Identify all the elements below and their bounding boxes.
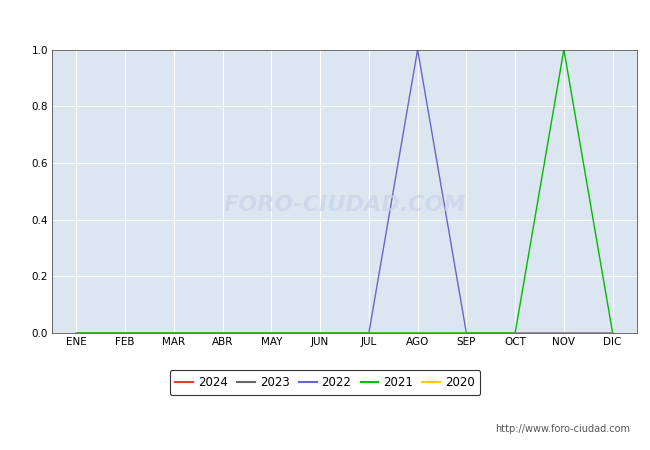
Text: FORO-CIUDAD.COM: FORO-CIUDAD.COM xyxy=(223,195,466,216)
Legend: 2024, 2023, 2022, 2021, 2020: 2024, 2023, 2022, 2021, 2020 xyxy=(170,370,480,395)
Text: http://www.foro-ciudad.com: http://www.foro-ciudad.com xyxy=(495,424,630,434)
Text: Matriculaciones de Vehiculos en Bocigas: Matriculaciones de Vehiculos en Bocigas xyxy=(142,14,508,32)
